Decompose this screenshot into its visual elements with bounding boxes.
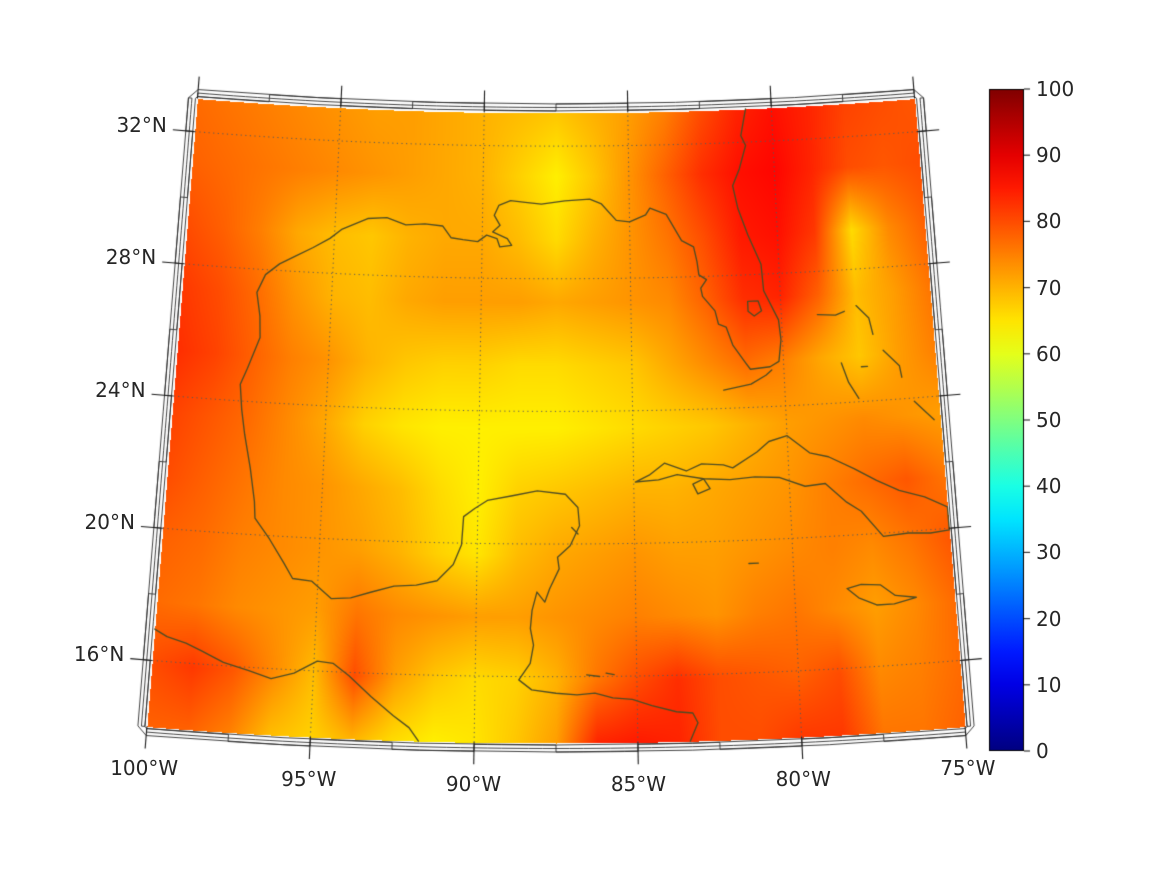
gulf-of-mexico-heatmap-canvas [0,0,1167,875]
figure: 32°N 28°N 24°N 20°N 16°N 100°W 95°W 90°W 85°W 80°… [0,0,1167,875]
